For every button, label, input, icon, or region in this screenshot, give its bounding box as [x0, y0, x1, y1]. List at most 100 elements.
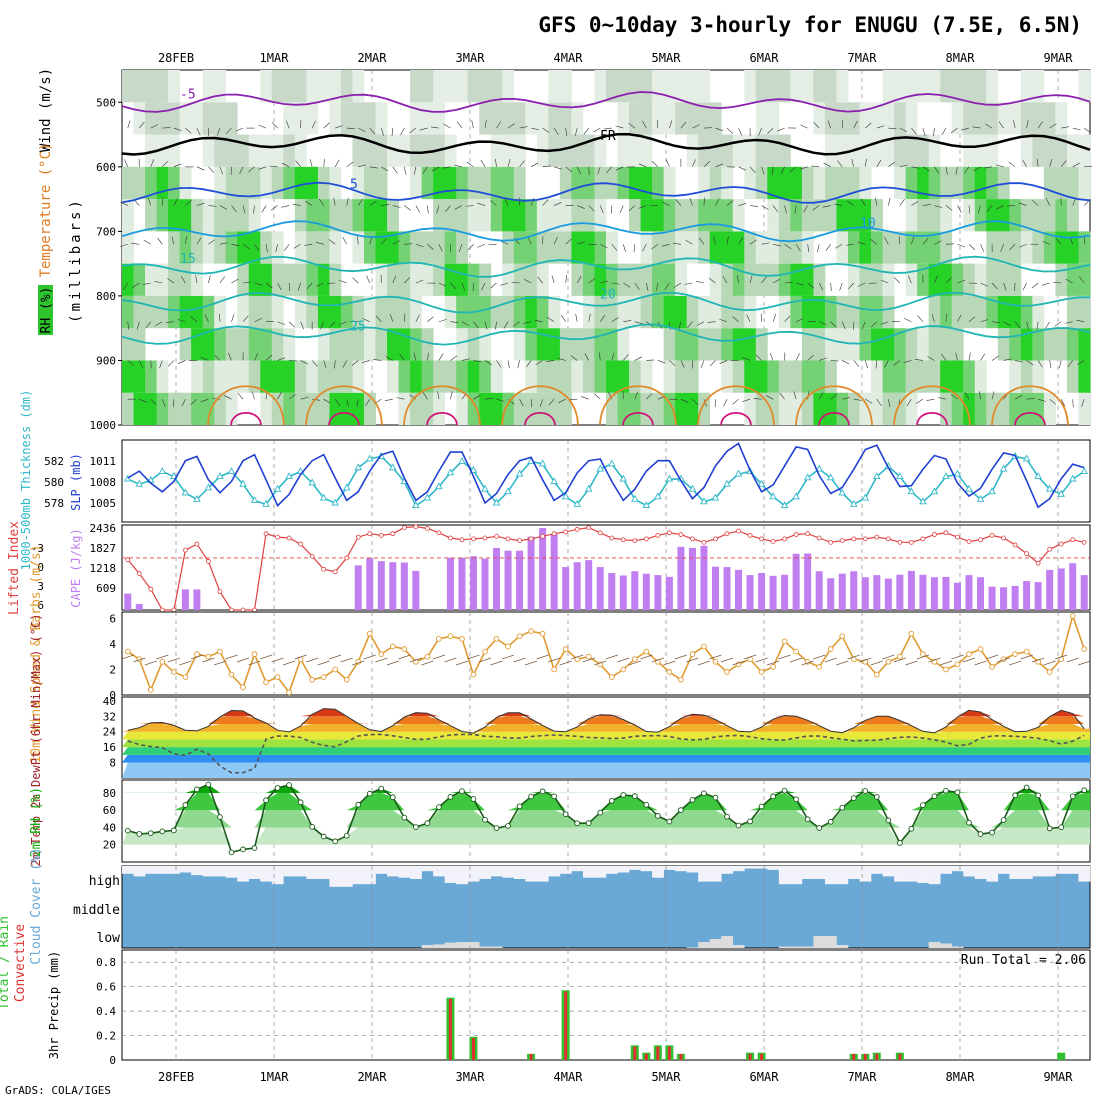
- rh-cell: [225, 102, 238, 135]
- rh-cell: [606, 70, 618, 103]
- rh-cell: [951, 328, 964, 361]
- rh-cell: [410, 231, 423, 264]
- rh-cell: [974, 166, 987, 200]
- precip-convective-bar: [852, 1053, 856, 1060]
- wind-barb: [628, 205, 636, 212]
- thickness-marker: [896, 472, 904, 480]
- wind-barb: [789, 166, 797, 173]
- rh-cell: [974, 392, 987, 425]
- rh-cell: [248, 328, 261, 361]
- wind-barb: [315, 241, 324, 245]
- rh-cell: [894, 328, 907, 361]
- rh-cell: [133, 295, 146, 329]
- precip-tick-label: 0.2: [96, 1030, 116, 1043]
- wind-barb: [675, 199, 682, 206]
- rh-cell: [375, 328, 388, 361]
- rh-cell: [433, 360, 446, 393]
- wind-barb: [732, 398, 739, 405]
- wind-barb: [214, 354, 221, 361]
- wind-barb: [638, 163, 647, 168]
- rh-cell: [617, 360, 630, 393]
- rh-cell: [433, 199, 446, 232]
- rh-cell: [352, 392, 365, 425]
- rh-cell: [329, 199, 342, 232]
- high-cloud-gap: [433, 866, 445, 877]
- wind-speed-marker: [1012, 651, 1018, 657]
- wind10m-panel-frame: [121, 611, 1091, 696]
- rh-cell: [202, 102, 215, 135]
- li-marker: [1012, 542, 1018, 548]
- cape-bar: [1080, 575, 1088, 610]
- rh2m-marker: [470, 796, 477, 802]
- rh2m-marker: [378, 785, 385, 792]
- rh-cell: [248, 295, 261, 329]
- wind-barb: [219, 205, 228, 210]
- precip-convective-bar: [564, 991, 568, 1060]
- rh-cell: [1078, 263, 1091, 296]
- thickness-marker: [965, 484, 973, 492]
- wind-barb: [422, 166, 428, 174]
- wind-barb: [421, 660, 434, 666]
- rh-cell: [364, 392, 376, 425]
- rh-cell: [421, 231, 434, 264]
- wind-barb: [180, 276, 186, 284]
- rh-cell: [352, 70, 365, 103]
- wind-barb: [899, 198, 905, 206]
- rh-cell: [905, 166, 918, 200]
- wind-barb: [623, 282, 631, 288]
- high-cloud-gap: [1009, 866, 1022, 879]
- rh-cell: [813, 263, 826, 296]
- rh-cell: [871, 328, 883, 361]
- rh-cell: [294, 166, 307, 200]
- rh-cell: [1078, 295, 1091, 329]
- wind-speed-marker: [528, 628, 534, 635]
- high-cloud-gap: [479, 866, 492, 879]
- thickness-axis-label: 1000-500mb Thickness (dm): [19, 390, 33, 571]
- wind-barb: [968, 205, 971, 214]
- temp-tick-label: 32: [103, 710, 116, 723]
- wind-barb: [611, 282, 620, 285]
- thickness-marker: [538, 459, 547, 467]
- thickness-marker: [469, 465, 478, 473]
- low-cloud-bar: [836, 945, 849, 948]
- wind-barb: [386, 660, 399, 666]
- rh-cell: [801, 70, 814, 103]
- wind-barb: [766, 660, 780, 666]
- wind-barb: [560, 314, 566, 322]
- wind-barb: [219, 276, 226, 284]
- rh-cell: [306, 70, 319, 103]
- wind-barb: [945, 205, 953, 211]
- rh-cell: [490, 360, 503, 393]
- rh-cell: [340, 328, 353, 361]
- wind-barb: [1049, 360, 1052, 369]
- rh-cell: [410, 295, 423, 329]
- wind-barb: [888, 161, 895, 168]
- high-cloud-gap: [317, 866, 330, 879]
- wind-barb: [755, 354, 762, 361]
- wind-speed-marker: [643, 648, 650, 655]
- wind-barb: [171, 236, 175, 245]
- wind-barb: [746, 314, 751, 322]
- wind-barb: [195, 275, 198, 284]
- high-cloud-gap: [848, 866, 860, 879]
- wind-barb: [177, 360, 186, 364]
- rh-cell: [421, 166, 434, 200]
- rh-cell: [974, 263, 987, 296]
- rh-cell: [479, 166, 492, 200]
- thickness-marker: [308, 478, 316, 486]
- rh2m-marker: [171, 827, 177, 834]
- wind-barb: [767, 127, 774, 134]
- wind-barb: [865, 398, 873, 404]
- wind-barb: [438, 319, 447, 323]
- cape-bar: [677, 546, 685, 610]
- wind-barb: [778, 654, 791, 660]
- wind-speed-marker: [781, 638, 788, 645]
- wind-speed-marker: [401, 646, 408, 652]
- rh-cell: [168, 134, 181, 167]
- rh-cell: [375, 231, 388, 264]
- high-cloud-gap: [513, 866, 526, 879]
- rh2m-marker: [447, 794, 454, 800]
- rh2m-marker: [389, 794, 396, 801]
- rh-cell: [755, 360, 768, 393]
- wind-barb: [409, 657, 422, 663]
